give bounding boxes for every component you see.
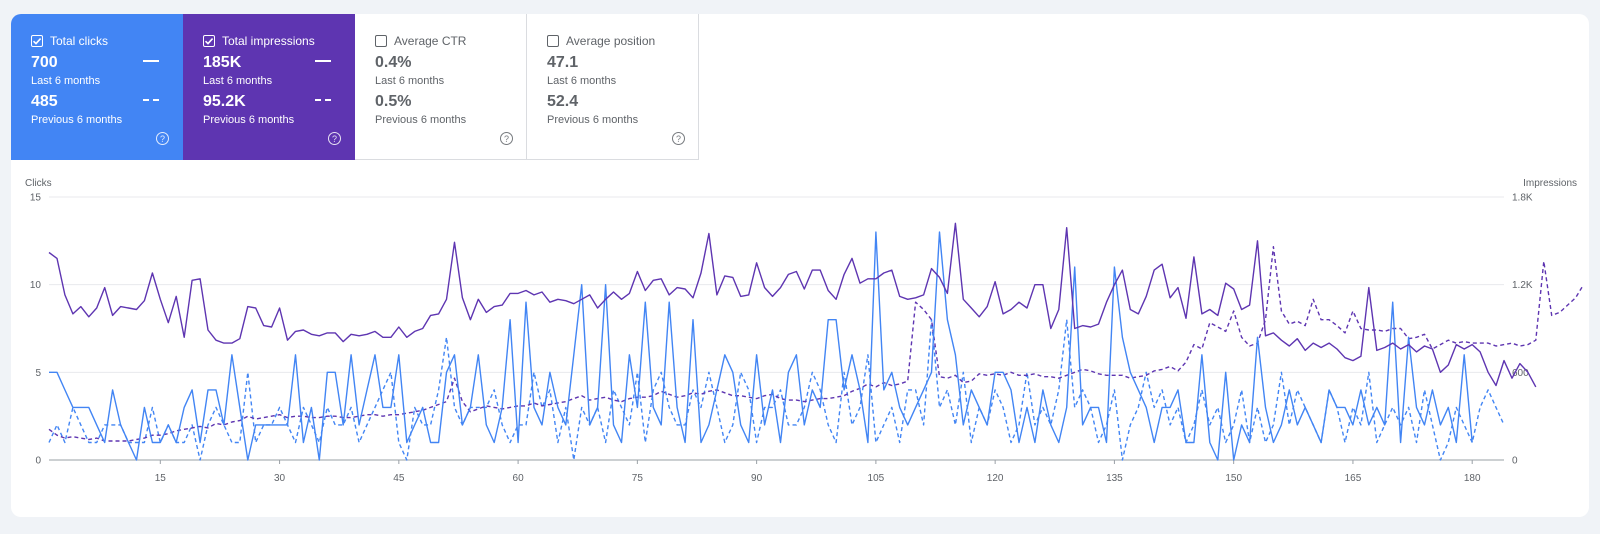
y-tick-label-right: 1.2K bbox=[1512, 280, 1533, 291]
metric-value: 47.1 bbox=[547, 54, 579, 71]
x-tick-label: 60 bbox=[513, 473, 525, 484]
metric-label: Average position bbox=[566, 34, 656, 48]
help-icon[interactable]: ? bbox=[156, 132, 169, 145]
x-tick-label: 120 bbox=[987, 473, 1004, 484]
performance-chart[interactable]: 0 0 5 600 10 1.2K 15 1.8K 15 30 45 60 75 90 105 120 135 1… bbox=[11, 14, 1589, 517]
x-tick-label: 15 bbox=[155, 473, 167, 484]
metric-prev-value: 485 bbox=[31, 93, 58, 110]
checkbox-icon[interactable] bbox=[547, 35, 559, 47]
y-tick-label-left: 15 bbox=[30, 193, 42, 204]
checkbox-icon[interactable] bbox=[375, 35, 387, 47]
x-tick-label: 165 bbox=[1345, 473, 1362, 484]
series-line-total-impressions bbox=[48, 222, 1537, 388]
x-tick-label: 75 bbox=[632, 473, 644, 484]
metric-period: Last 6 months bbox=[203, 75, 273, 87]
x-tick-label: 45 bbox=[393, 473, 405, 484]
solid-line-icon bbox=[143, 60, 159, 62]
y-tick-label-left: 10 bbox=[30, 280, 42, 291]
metric-card-total-clicks[interactable]: Total clicks 700 Last 6 months 485 Previ… bbox=[11, 14, 183, 160]
metric-prev-period: Previous 6 months bbox=[203, 114, 295, 126]
metric-value: 185K bbox=[203, 54, 242, 71]
metric-value: 0.4% bbox=[375, 54, 412, 71]
x-tick-label: 105 bbox=[868, 473, 885, 484]
x-tick-label: 150 bbox=[1225, 473, 1242, 484]
series-line-previous-clicks bbox=[48, 319, 1505, 461]
x-tick-label: 30 bbox=[274, 473, 286, 484]
checkbox-icon[interactable] bbox=[31, 35, 43, 47]
metric-label: Average CTR bbox=[394, 34, 467, 48]
y-tick-label-right: 1.8K bbox=[1512, 193, 1533, 204]
x-tick-label: 90 bbox=[751, 473, 763, 484]
series-line-previous-impressions bbox=[48, 245, 1585, 442]
metric-cards: Total clicks 700 Last 6 months 485 Previ… bbox=[11, 14, 699, 160]
metric-card-average-position[interactable]: Average position 47.1 Last 6 months 52.4… bbox=[527, 14, 699, 160]
y-tick-label-left: 5 bbox=[35, 368, 41, 379]
metric-card-total-impressions[interactable]: Total impressions 185K Last 6 months 95.… bbox=[183, 14, 355, 160]
y-tick-label-right: 0 bbox=[1512, 456, 1518, 467]
metric-prev-value: 0.5% bbox=[375, 93, 412, 110]
series-line-total-clicks bbox=[49, 231, 1473, 461]
metric-period: Last 6 months bbox=[547, 75, 617, 87]
help-icon[interactable]: ? bbox=[328, 132, 341, 145]
metric-period: Last 6 months bbox=[375, 75, 445, 87]
x-tick-label: 180 bbox=[1464, 473, 1481, 484]
metric-period: Last 6 months bbox=[31, 75, 101, 87]
metric-prev-period: Previous 6 months bbox=[31, 114, 123, 126]
metric-prev-value: 52.4 bbox=[547, 93, 579, 110]
y-tick-label-left: 0 bbox=[35, 456, 41, 467]
solid-line-icon bbox=[315, 60, 331, 62]
dashed-line-icon bbox=[315, 99, 331, 101]
metric-card-average-ctr[interactable]: Average CTR 0.4% Last 6 months 0.5% Prev… bbox=[355, 14, 527, 160]
left-axis-title: Clicks bbox=[25, 178, 52, 189]
metric-value: 700 bbox=[31, 54, 58, 71]
checkbox-icon[interactable] bbox=[203, 35, 215, 47]
metric-prev-period: Previous 6 months bbox=[547, 114, 639, 126]
performance-panel: Total clicks 700 Last 6 months 485 Previ… bbox=[11, 14, 1589, 517]
help-icon[interactable]: ? bbox=[672, 132, 685, 145]
x-tick-label: 135 bbox=[1106, 473, 1123, 484]
y-tick-label-right: 600 bbox=[1512, 368, 1529, 379]
dashed-line-icon bbox=[143, 99, 159, 101]
metric-prev-period: Previous 6 months bbox=[375, 114, 467, 126]
help-icon[interactable]: ? bbox=[500, 132, 513, 145]
right-axis-title: Impressions bbox=[1523, 178, 1577, 189]
metric-label: Total impressions bbox=[222, 34, 315, 48]
metric-prev-value: 95.2K bbox=[203, 93, 246, 110]
metric-label: Total clicks bbox=[50, 34, 109, 48]
